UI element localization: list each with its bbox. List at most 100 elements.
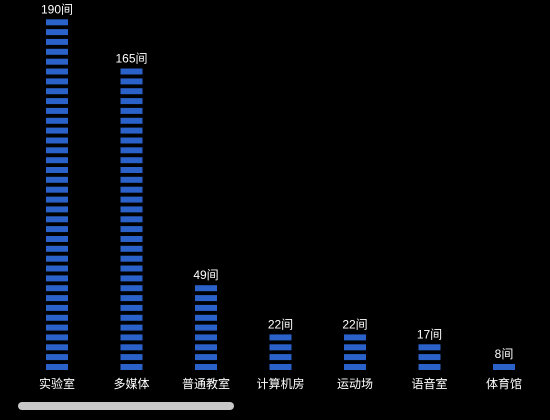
category-labels-layer: 实验室 多媒体 普通教室 计算机房 运动场 语音室 体育馆 — [39, 376, 522, 391]
bar-segment — [120, 68, 143, 75]
category-label-3: 普通教室 — [182, 376, 230, 391]
category-label-6: 语音室 — [411, 376, 447, 391]
bar-segment — [120, 157, 143, 164]
bar-segment — [46, 216, 68, 223]
bar-segment — [46, 48, 68, 55]
bar-segment — [46, 137, 68, 144]
bar-segment — [120, 196, 143, 203]
value-label-2: 165间 — [115, 52, 147, 66]
bar-segment — [120, 147, 143, 154]
bar-segment — [195, 304, 217, 311]
category-label-4: 计算机房 — [256, 376, 304, 391]
bar-segment — [269, 364, 292, 370]
bar-segment — [120, 324, 143, 331]
bar-segment — [46, 78, 68, 85]
bar-segment — [46, 196, 68, 203]
bar-segment — [46, 147, 68, 154]
value-label-7: 8间 — [495, 347, 514, 361]
bar-segment — [46, 38, 68, 45]
value-labels-layer: 190间 165间 49间 22间 22间 17间 8间 — [41, 2, 513, 361]
bar-segment — [195, 334, 217, 341]
bar-segment — [120, 275, 143, 282]
bar-segment — [46, 275, 68, 282]
bar-segment — [120, 176, 143, 183]
bar-1 — [46, 19, 68, 370]
bar-3 — [195, 285, 217, 370]
bar-segment — [120, 344, 143, 351]
bar-segment — [195, 354, 217, 361]
bar-segment — [46, 98, 68, 105]
bar-segment — [120, 255, 143, 262]
category-label-2: 多媒体 — [113, 377, 149, 391]
bar-segment — [120, 98, 143, 105]
bar-segment — [418, 354, 441, 361]
bar-segment — [120, 186, 143, 193]
bar-segment — [120, 137, 143, 144]
bar-segment — [120, 295, 143, 302]
bars-layer — [46, 19, 515, 370]
bar-segment — [120, 354, 143, 361]
bar-segment — [46, 117, 68, 124]
bar-segment — [195, 364, 217, 370]
bar-segment — [493, 364, 515, 370]
bar-segment — [195, 324, 217, 331]
bar-6 — [418, 344, 441, 370]
bar-segment — [195, 344, 217, 351]
bar-segment — [120, 226, 143, 233]
bar-segment — [120, 314, 143, 321]
bar-segment — [269, 354, 292, 361]
bar-segment — [418, 364, 441, 370]
bar-segment — [120, 88, 143, 95]
bar-segment — [120, 216, 143, 223]
bar-segment — [120, 127, 143, 134]
category-label-1: 实验室 — [39, 376, 75, 391]
category-label-5: 运动场 — [337, 377, 373, 391]
value-label-6: 17间 — [417, 327, 442, 341]
bar-segment — [46, 19, 68, 26]
bar-7 — [493, 364, 515, 370]
bar-segment — [46, 127, 68, 134]
bar-segment — [46, 68, 68, 75]
bar-segment — [120, 107, 143, 114]
bar-segment — [46, 176, 68, 183]
bar-segment — [344, 334, 366, 341]
bar-segment — [46, 88, 68, 95]
bar-segment — [46, 354, 68, 361]
value-label-5: 22间 — [342, 317, 367, 331]
bar-segment — [418, 344, 441, 351]
bar-segment — [344, 354, 366, 361]
bar-segment — [46, 186, 68, 193]
bar-segment — [195, 295, 217, 302]
bar-segment — [46, 206, 68, 213]
bar-segment — [120, 236, 143, 242]
bar-segment — [46, 107, 68, 114]
value-label-1: 190间 — [41, 2, 73, 16]
bar-segment — [46, 304, 68, 311]
bar-segment — [46, 295, 68, 302]
bar-segment — [120, 167, 143, 173]
bar-segment — [269, 344, 292, 351]
bar-5 — [344, 334, 366, 370]
bar-segment — [46, 29, 68, 36]
bar-segment — [120, 245, 143, 252]
category-label-7: 体育馆 — [486, 376, 522, 391]
bar-segment — [269, 334, 292, 341]
bar-segment — [120, 265, 143, 272]
horizontal-scrollbar[interactable] — [18, 402, 234, 410]
bar-segment — [120, 334, 143, 341]
bar-segment — [46, 324, 68, 331]
bar-segment — [46, 58, 68, 65]
bar-segment — [344, 344, 366, 351]
bar-4 — [269, 334, 292, 370]
bar-segment — [46, 255, 68, 262]
bar-segment — [120, 206, 143, 213]
value-label-4: 22间 — [268, 317, 293, 331]
bar-segment — [120, 78, 143, 85]
bar-segment — [344, 364, 366, 370]
bar-segment — [46, 167, 68, 173]
bar-segment — [120, 285, 143, 292]
bar-segment — [195, 285, 217, 292]
bar-segment — [46, 364, 68, 370]
value-label-3: 49间 — [193, 268, 218, 282]
